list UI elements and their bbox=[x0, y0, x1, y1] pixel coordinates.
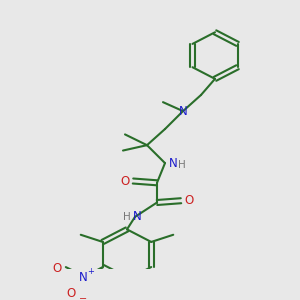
Text: H: H bbox=[123, 212, 131, 222]
Text: N: N bbox=[169, 157, 177, 169]
Text: N: N bbox=[133, 210, 141, 223]
Text: H: H bbox=[178, 160, 186, 170]
Text: O: O bbox=[120, 175, 130, 188]
Text: O: O bbox=[184, 194, 194, 207]
Text: O: O bbox=[52, 262, 62, 275]
Text: −: − bbox=[79, 294, 87, 300]
Text: O: O bbox=[66, 287, 75, 300]
Text: N: N bbox=[78, 271, 87, 284]
Text: N: N bbox=[178, 105, 188, 118]
Text: +: + bbox=[87, 267, 94, 276]
